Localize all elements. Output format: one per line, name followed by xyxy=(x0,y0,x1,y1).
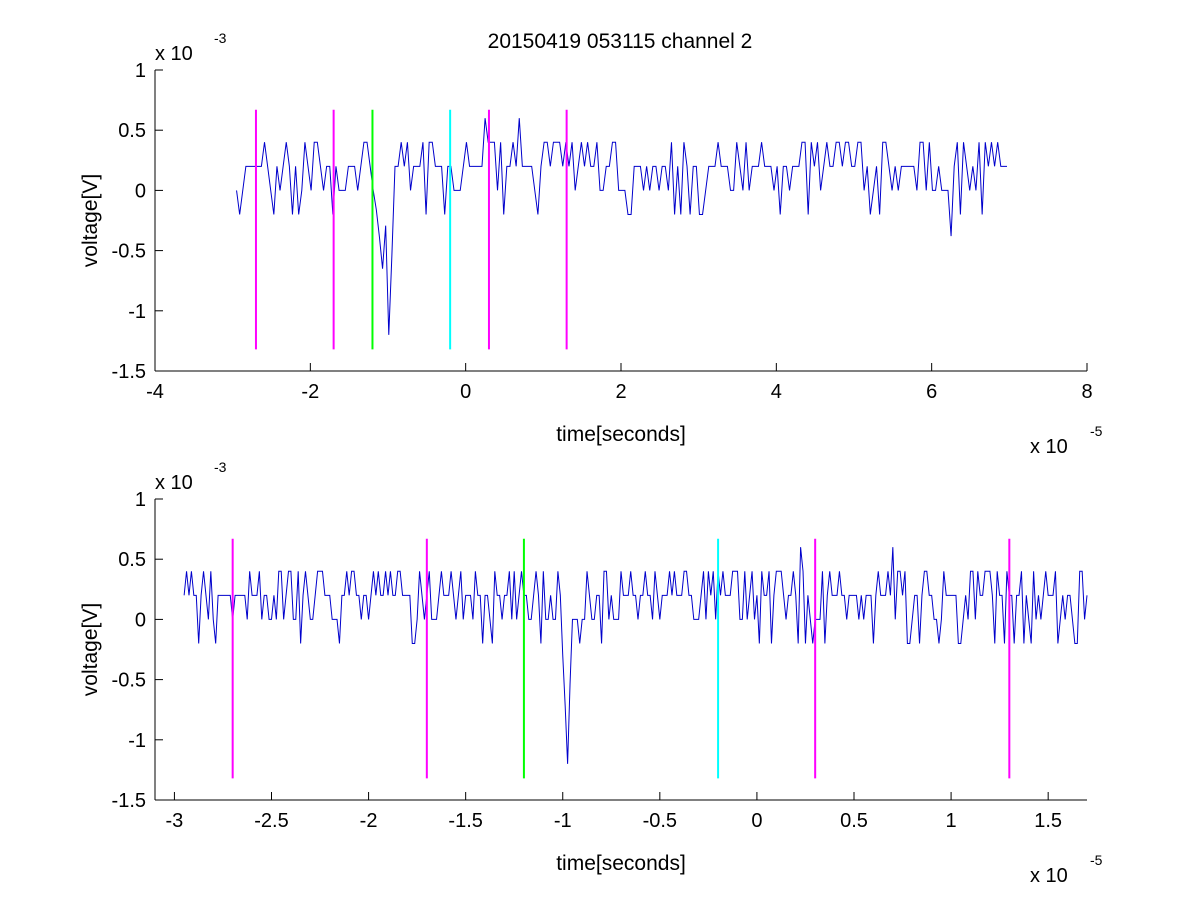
y-tick-label: -1.5 xyxy=(112,361,146,383)
x-exponent-power: -5 xyxy=(1090,423,1103,439)
y-tick-label: -1.5 xyxy=(112,790,146,812)
top-axes: -4 -2 0 2 4 6 8 -1.5 -1 -0.5 0 0.5 1 time[seconds] vol… xyxy=(79,30,1103,458)
y-exponent-power: -3 xyxy=(214,30,227,46)
y-tick-label: -0.5 xyxy=(112,241,146,263)
y-tick-label: 0 xyxy=(135,609,146,631)
y-tick-label: 1 xyxy=(135,60,146,82)
x-tick-label: 8 xyxy=(1081,381,1092,403)
y-tick-label: -1 xyxy=(128,730,146,752)
y-exponent-label: x 10 xyxy=(155,472,193,494)
x-tick-label: -3 xyxy=(166,810,184,832)
y-tick-label: 0 xyxy=(135,180,146,202)
x-tick-label: -0.5 xyxy=(643,810,677,832)
x-tick-label: 1.5 xyxy=(1034,810,1062,832)
x-tick-label: 1 xyxy=(946,810,957,832)
x-axis-label: time[seconds] xyxy=(556,423,686,446)
x-tick-label: -2 xyxy=(360,810,378,832)
x-tick-label: -2.5 xyxy=(254,810,288,832)
y-tick-label: 0.5 xyxy=(118,120,146,142)
x-tick-label: 0 xyxy=(751,810,762,832)
x-tick-label: 6 xyxy=(926,381,937,403)
x-exponent-label: x 10 xyxy=(1030,865,1068,887)
y-tick-label: 1 xyxy=(135,489,146,511)
y-tick-label: 0.5 xyxy=(118,549,146,571)
x-tick-label: -1.5 xyxy=(448,810,482,832)
figure-title: 20150419 053115 channel 2 xyxy=(488,30,753,53)
x-exponent-label: x 10 xyxy=(1030,436,1068,458)
signal-trace xyxy=(183,547,1088,764)
y-tick-label: -0.5 xyxy=(112,670,146,692)
x-tick-label: 2 xyxy=(615,381,626,403)
y-exponent-label: x 10 xyxy=(155,43,193,65)
y-exponent-power: -3 xyxy=(214,459,227,475)
x-tick-label: -2 xyxy=(301,381,319,403)
x-tick-label: -1 xyxy=(554,810,572,832)
y-tick-label: -1 xyxy=(128,301,146,323)
x-tick-label: 0 xyxy=(460,381,471,403)
y-axis-label: voltage[V] xyxy=(79,174,102,267)
signal-trace xyxy=(236,118,1007,335)
x-axis-label: time[seconds] xyxy=(556,852,686,875)
bottom-axes: -3 -2.5 -2 -1.5 -1 -0.5 0 0.5 1 1.5 -1.5 -1 -0.5 0 0.5… xyxy=(79,459,1103,887)
y-axis-label: voltage[V] xyxy=(79,603,102,696)
x-tick-label: 4 xyxy=(771,381,782,403)
x-exponent-power: -5 xyxy=(1090,852,1103,868)
x-tick-label: 0.5 xyxy=(840,810,868,832)
x-tick-label: -4 xyxy=(146,381,164,403)
